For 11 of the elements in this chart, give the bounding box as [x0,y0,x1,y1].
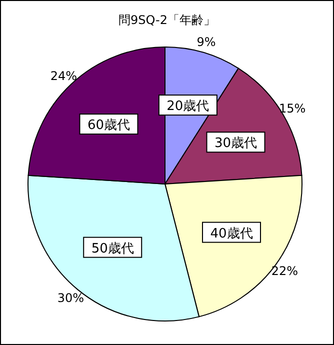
data-label: 22% [271,264,298,278]
data-label: 24% [50,69,78,84]
slice-label: 30歳代 [214,136,258,152]
slice-label: 40歳代 [210,226,253,242]
slice-label: 60歳代 [87,118,130,134]
data-label: 9% [196,34,216,49]
data-label: 30% [57,291,84,306]
slice-label: 20歳代 [166,99,210,114]
slice-label: 50歳代 [91,241,134,256]
data-label: 15% [279,102,306,116]
chart-title: 問9SQ-2「年齢」 [118,13,216,27]
